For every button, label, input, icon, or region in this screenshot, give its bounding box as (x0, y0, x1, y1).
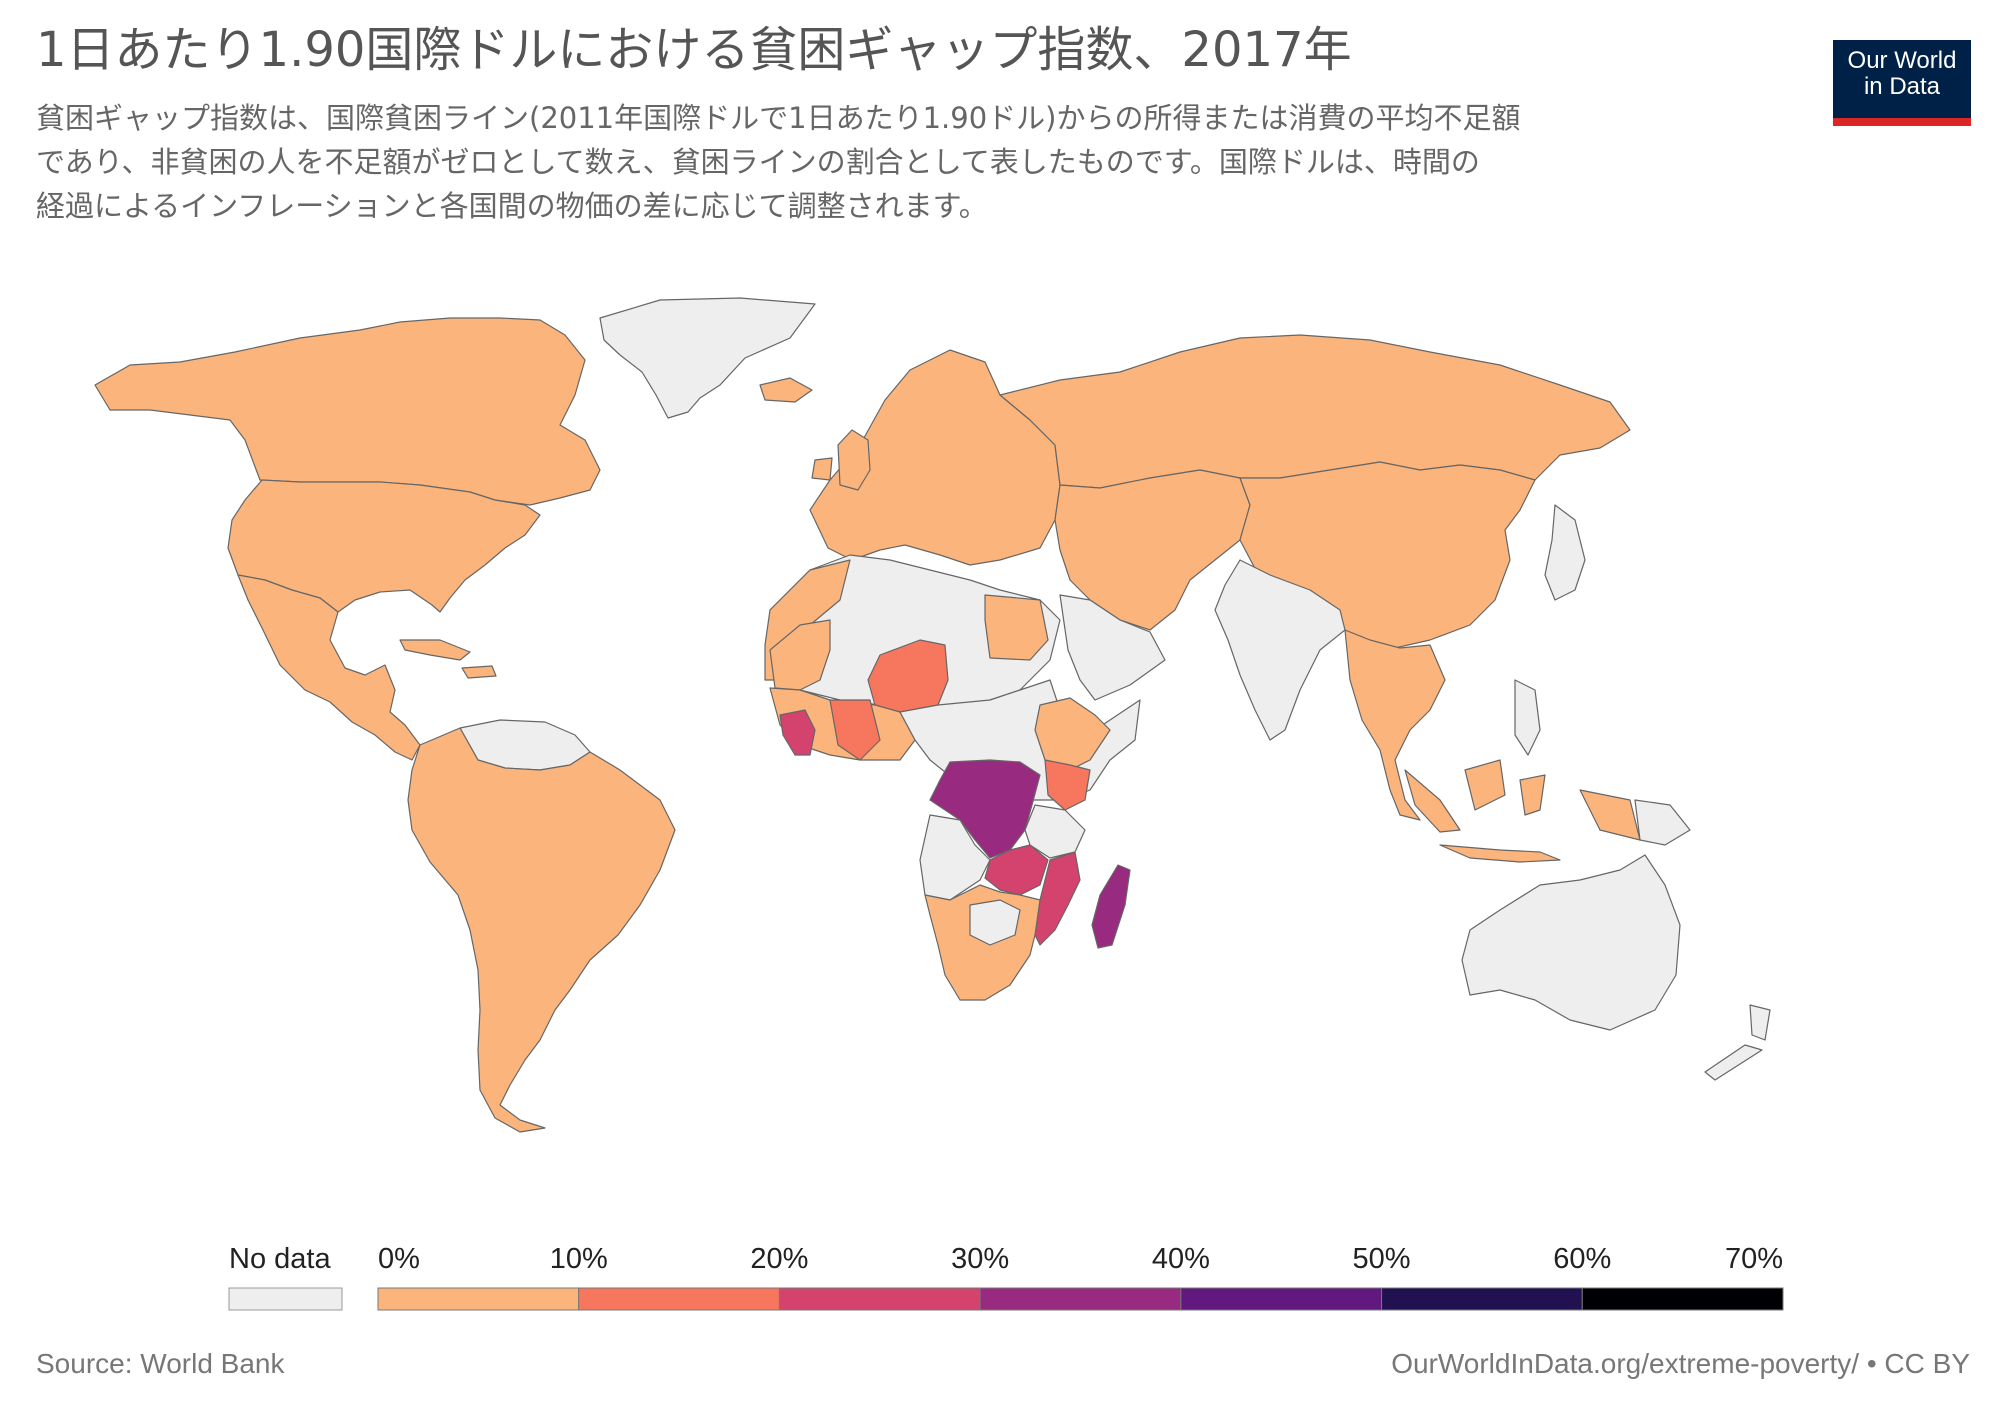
source-note: Source: World Bank (36, 1348, 285, 1379)
region-southeast-asia[interactable] (1344, 629, 1446, 821)
subtitle-line-2: であり、非貧困の人を不足額がゼロとして数え、貧困ラインの割合として表したものです… (36, 145, 1480, 179)
region-arabia[interactable] (1059, 594, 1166, 701)
legend-tick-label: 50% (1353, 1243, 1411, 1275)
region-india[interactable] (1214, 559, 1346, 741)
region-uk-ireland[interactable] (811, 429, 871, 491)
footer-url-link[interactable]: OurWorldInData.org/extreme-poverty/ • CC… (1391, 1348, 1970, 1379)
legend-tick-label: 0% (378, 1243, 420, 1275)
owid-logo[interactable]: Our World in Data (1833, 40, 1971, 126)
region-central-asia-middle-east[interactable] (1054, 469, 1251, 631)
color-legend: No data 0% 10% 20% 30% 40% 50% 60% 70% (228, 1243, 1784, 1311)
legend-bin-5[interactable] (1381, 1287, 1583, 1311)
logo-line-2: in Data (1863, 73, 1941, 100)
logo-line-1: Our World (1847, 47, 1957, 74)
legend-tick-label: 10% (550, 1243, 608, 1275)
region-south-america[interactable] (407, 727, 676, 1133)
region-indonesia[interactable] (1404, 759, 1641, 863)
region-mexico-central-america[interactable] (237, 574, 421, 761)
region-zambia[interactable] (984, 844, 1049, 896)
region-japan[interactable] (1544, 504, 1586, 601)
region-russia[interactable] (999, 334, 1631, 489)
region-southern-africa[interactable] (924, 884, 1041, 1001)
legend-bin-6[interactable] (1581, 1287, 1784, 1311)
region-nigeria[interactable] (829, 699, 881, 761)
region-caribbean[interactable] (399, 639, 497, 679)
region-east-africa[interactable] (1034, 697, 1111, 771)
legend-tick-label: 70% (1725, 1243, 1783, 1275)
legend-no-data-label: No data (229, 1243, 331, 1275)
region-botswana[interactable] (969, 899, 1021, 946)
legend-bin-2[interactable] (778, 1287, 981, 1311)
region-iceland[interactable] (759, 377, 813, 403)
region-madagascar[interactable] (1091, 864, 1131, 949)
legend-tick-label: 60% (1553, 1243, 1611, 1275)
legend-bin-0[interactable] (377, 1287, 580, 1311)
legend-tick-label: 40% (1152, 1243, 1210, 1275)
legend-no-data-swatch[interactable] (228, 1287, 343, 1311)
legend-bin-1[interactable] (578, 1287, 780, 1311)
region-kenya[interactable] (1044, 759, 1091, 811)
region-egypt[interactable] (984, 594, 1049, 661)
region-tanzania[interactable] (1024, 804, 1086, 859)
chart-subtitle: 貧困ギャップ指数は、国際貧困ライン(2011年国際ドルで1日あたり1.90ドル)… (36, 96, 1756, 228)
subtitle-line-1: 貧困ギャップ指数は、国際貧困ライン(2011年国際ドルで1日あたり1.90ドル)… (36, 101, 1521, 135)
region-philippines[interactable] (1514, 679, 1541, 756)
region-australia[interactable] (1461, 854, 1681, 1031)
region-liberia-sierra-leone[interactable] (779, 709, 816, 756)
subtitle-line-3: 経過によるインフレーションと各国間の物価の差に応じて調整されます。 (36, 189, 988, 223)
legend-bins (377, 1287, 1784, 1311)
region-new-zealand[interactable] (1704, 1004, 1771, 1081)
region-canada-alaska[interactable] (94, 317, 601, 506)
legend-tick-label: 30% (951, 1243, 1009, 1275)
region-greenland[interactable] (599, 297, 816, 419)
region-angola[interactable] (919, 814, 991, 901)
legend-bin-3[interactable] (979, 1287, 1182, 1311)
chart-title: 1日あたり1.90国際ドルにおける貧困ギャップ指数、2017年 (36, 22, 1352, 78)
legend-bin-4[interactable] (1180, 1287, 1383, 1311)
region-png[interactable] (1634, 799, 1691, 846)
legend-tick-labels: 0% 10% 20% 30% 40% 50% 60% 70% (378, 1243, 1783, 1275)
logo-accent-bar (1833, 118, 1971, 126)
region-dr-congo[interactable] (929, 759, 1041, 859)
legend-tick-label: 20% (750, 1243, 808, 1275)
